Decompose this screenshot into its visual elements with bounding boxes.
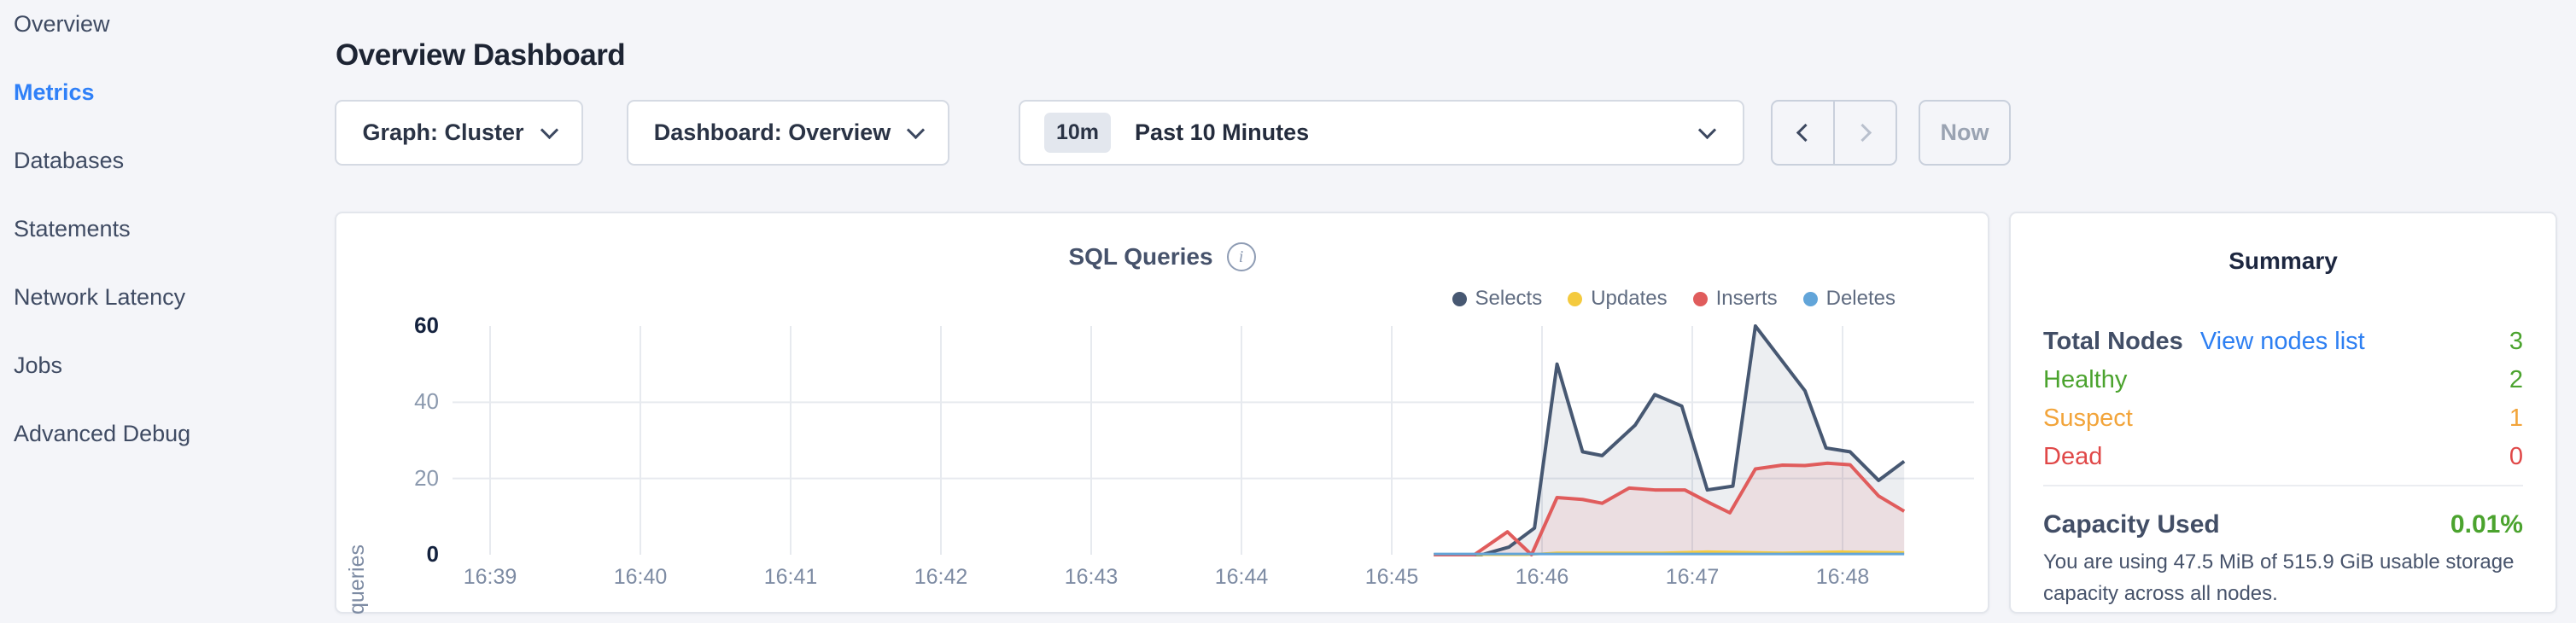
dead-label: Dead: [2043, 443, 2103, 470]
legend-label: Updates: [1591, 287, 1668, 310]
time-range-label: Past 10 Minutes: [1135, 119, 1310, 145]
legend-item-inserts[interactable]: Inserts: [1692, 287, 1778, 311]
view-nodes-list-link[interactable]: View nodes list: [2199, 328, 2365, 355]
inserts-dot-icon: [1692, 291, 1708, 306]
divider: [1833, 102, 1835, 164]
legend-item-selects[interactable]: Selects: [1452, 287, 1543, 311]
x-tick-label: 16:44: [1214, 565, 1269, 589]
graph-scope-dropdown[interactable]: Graph: Cluster: [335, 100, 583, 166]
chart-title: SQL Queries: [1068, 243, 1213, 270]
sidebar-item-databases[interactable]: Databases: [14, 148, 125, 173]
sidebar-item-statements[interactable]: Statements: [14, 216, 131, 242]
page-title: Overview Dashboard: [336, 38, 626, 73]
summary-panel: Summary Total Nodes View nodes list 3 He…: [2009, 212, 2557, 614]
y-tick-label: 0: [426, 541, 439, 567]
capacity-caption: You are using 47.5 MiB of 515.9 GiB usab…: [2043, 550, 2515, 605]
suspect-nodes-row: Suspect 1: [2043, 405, 2523, 433]
healthy-value: 2: [2509, 366, 2523, 393]
healthy-nodes-row: Healthy 2: [2043, 366, 2523, 394]
dead-nodes-row: Dead 0: [2043, 443, 2523, 471]
chevron-right-icon: [1853, 123, 1872, 143]
sidebar-item-network-latency[interactable]: Network Latency: [14, 284, 186, 310]
x-tick-label: 16:47: [1665, 565, 1720, 589]
sidebar-item-advanced-debug[interactable]: Advanced Debug: [14, 421, 191, 446]
sidebar-item-metrics[interactable]: Metrics: [14, 79, 95, 105]
info-icon[interactable]: i: [1226, 242, 1256, 271]
x-tick-label: 16:41: [763, 565, 818, 589]
dead-value: 0: [2509, 443, 2523, 470]
legend-item-updates[interactable]: Updates: [1568, 287, 1668, 311]
dashboard-dropdown[interactable]: Dashboard: Overview: [627, 100, 949, 166]
y-axis-title: queries: [345, 544, 369, 614]
now-button-label: Now: [1940, 119, 1989, 145]
x-tick-label: 16:40: [613, 565, 668, 589]
legend-item-deletes[interactable]: Deletes: [1802, 287, 1895, 311]
x-tick-label: 16:42: [914, 565, 968, 589]
capacity-used-label: Capacity Used: [2043, 510, 2220, 539]
healthy-label: Healthy: [2043, 366, 2128, 393]
x-tick-label: 16:46: [1515, 565, 1569, 589]
selects-dot-icon: [1452, 291, 1467, 306]
now-button[interactable]: Now: [1919, 100, 2011, 166]
sql-queries-plot[interactable]: [453, 319, 1974, 562]
summary-title: Summary: [2228, 247, 2338, 274]
chevron-down-icon: [540, 120, 558, 140]
chevron-down-icon: [1697, 120, 1717, 140]
sql-queries-chart-card: SQL Queries i Selects Updates Inserts De…: [335, 212, 1989, 614]
x-tick-label: 16:45: [1364, 565, 1419, 589]
x-tick-label: 16:48: [1815, 565, 1870, 589]
time-step-forward-button[interactable]: [1835, 102, 1895, 164]
chevron-down-icon: [907, 120, 926, 140]
suspect-value: 1: [2509, 405, 2523, 432]
total-nodes-label: Total Nodes: [2043, 328, 2183, 355]
chart-legend: Selects Updates Inserts Deletes: [1452, 287, 1895, 311]
time-step-back-button[interactable]: [1773, 102, 1833, 164]
sidebar-item-overview[interactable]: Overview: [14, 11, 110, 37]
deletes-dot-icon: [1802, 291, 1818, 306]
divider: [2043, 485, 2523, 486]
time-range-selector[interactable]: 10m Past 10 Minutes: [1019, 100, 1744, 166]
chevron-left-icon: [1796, 123, 1815, 143]
sidebar: Overview Metrics Databases Statements Ne…: [0, 0, 335, 623]
y-tick-label: 40: [414, 388, 439, 415]
total-nodes-row: Total Nodes View nodes list 3: [2043, 328, 2523, 356]
legend-label: Inserts: [1715, 287, 1778, 310]
total-nodes-value: 3: [2509, 328, 2523, 355]
dashboard-label: Dashboard: Overview: [653, 119, 891, 145]
sidebar-item-jobs[interactable]: Jobs: [14, 352, 63, 378]
legend-label: Deletes: [1825, 287, 1895, 310]
legend-label: Selects: [1475, 287, 1543, 310]
time-range-badge: 10m: [1044, 113, 1112, 153]
y-tick-label: 60: [414, 312, 439, 338]
x-tick-label: 16:39: [463, 565, 517, 589]
suspect-label: Suspect: [2043, 405, 2133, 432]
y-tick-label: 20: [414, 464, 439, 491]
graph-scope-label: Graph: Cluster: [362, 119, 524, 145]
capacity-used-row: Capacity Used 0.01%: [2043, 510, 2523, 539]
x-tick-label: 16:43: [1064, 565, 1119, 589]
time-step-buttons: [1771, 100, 1897, 166]
capacity-used-value: 0.01%: [2450, 510, 2523, 539]
updates-dot-icon: [1568, 291, 1583, 306]
